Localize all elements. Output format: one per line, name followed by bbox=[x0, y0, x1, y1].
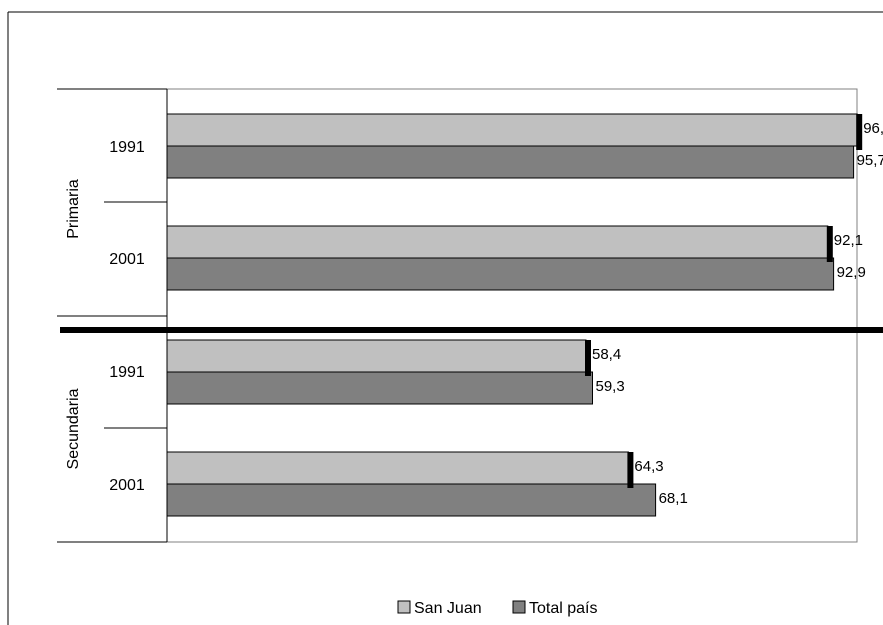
bar-primaria-1991-total-pais bbox=[166, 145, 855, 179]
bar-end-marker-secundaria-1991 bbox=[585, 340, 591, 376]
group-label-primaria: Primaria bbox=[65, 179, 82, 239]
bar-secundaria-1991-san-juan bbox=[166, 339, 587, 373]
tick-label-secundaria-1991: 1991 bbox=[109, 364, 145, 381]
tick-label-primaria-2001: 2001 bbox=[109, 251, 145, 268]
data-labels-layer: 96,2 95,7 92,1 92,9 58,4 59,3 64,3 68,1 bbox=[592, 120, 883, 507]
bar-end-marker-primaria-1991 bbox=[856, 114, 863, 150]
bar-primaria-1991-san-juan bbox=[166, 113, 858, 147]
legend-label-san-juan: San Juan bbox=[414, 600, 482, 617]
legend-label-total-pais: Total país bbox=[529, 600, 597, 617]
legend-swatch-san-juan bbox=[397, 600, 411, 614]
bars-layer bbox=[166, 113, 858, 517]
marker-layer bbox=[585, 114, 863, 488]
legend-swatch-total-pais bbox=[512, 600, 526, 614]
bar-primaria-2001-san-juan bbox=[166, 225, 829, 259]
bar-end-marker-secundaria-2001 bbox=[627, 452, 634, 488]
data-label-secundaria-1991-total-pais: 59,3 bbox=[596, 378, 625, 395]
tick-label-primaria-1991: 1991 bbox=[109, 139, 145, 156]
bar-primaria-2001-total-pais bbox=[166, 257, 835, 291]
data-label-secundaria-2001-san-juan: 64,3 bbox=[634, 458, 663, 475]
data-label-secundaria-1991-san-juan: 58,4 bbox=[592, 346, 621, 363]
data-label-primaria-2001-total-pais: 92,9 bbox=[837, 264, 866, 281]
bar-secundaria-2001-total-pais bbox=[166, 483, 657, 517]
group-label-secundaria: Secundaria bbox=[65, 388, 82, 469]
bar-secundaria-1991-total-pais bbox=[166, 371, 593, 405]
data-label-primaria-1991-san-juan: 96,2 bbox=[863, 120, 883, 137]
tick-label-secundaria-2001: 2001 bbox=[109, 477, 145, 494]
data-label-primaria-2001-san-juan: 92,1 bbox=[834, 232, 863, 249]
data-label-secundaria-2001-total-pais: 68,1 bbox=[659, 490, 688, 507]
data-label-primaria-1991-total-pais: 95,7 bbox=[857, 152, 883, 169]
bar-secundaria-2001-san-juan bbox=[166, 451, 629, 485]
bar-end-marker-primaria-2001 bbox=[826, 226, 833, 262]
legend: San Juan Total país bbox=[397, 600, 597, 617]
